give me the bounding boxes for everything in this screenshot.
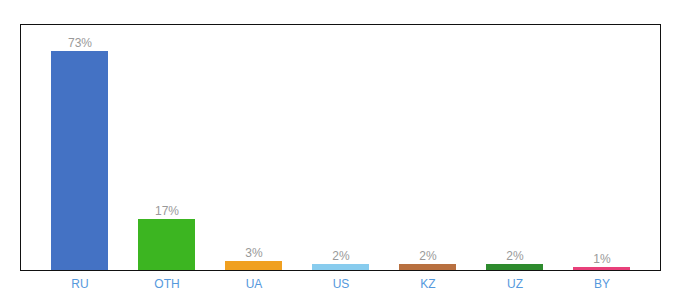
svg-text:OTH: OTH (154, 277, 179, 291)
svg-text:73%: 73% (68, 36, 92, 50)
svg-text:17%: 17% (155, 204, 179, 218)
svg-text:3%: 3% (245, 246, 263, 260)
svg-text:2%: 2% (332, 249, 350, 263)
svg-text:BY: BY (594, 277, 610, 291)
svg-text:UA: UA (246, 277, 263, 291)
svg-text:US: US (333, 277, 350, 291)
svg-text:1%: 1% (593, 252, 611, 266)
svg-text:2%: 2% (419, 249, 437, 263)
svg-text:KZ: KZ (420, 277, 435, 291)
svg-text:UZ: UZ (507, 277, 523, 291)
svg-text:RU: RU (71, 277, 88, 291)
svg-text:2%: 2% (506, 249, 524, 263)
